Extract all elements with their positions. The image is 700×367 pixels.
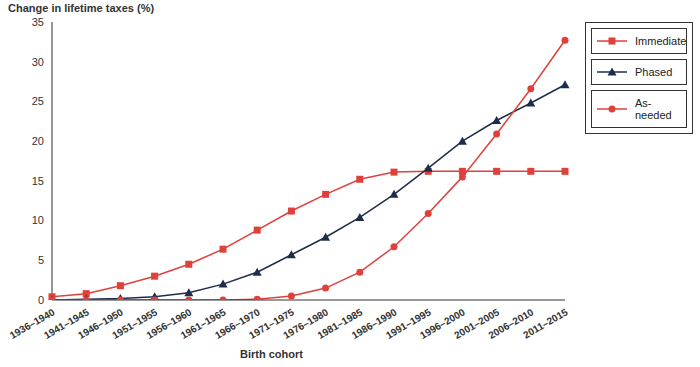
html-text:As-needed: As-needed bbox=[635, 97, 672, 121]
svg-text:2001–2005: 2001–2005 bbox=[452, 306, 502, 341]
svg-text:2011–2015: 2011–2015 bbox=[521, 306, 570, 340]
svg-text:15: 15 bbox=[32, 175, 44, 187]
svg-text:1951–1955: 1951–1955 bbox=[110, 306, 160, 341]
svg-text:1941–1945: 1941–1945 bbox=[41, 306, 91, 341]
svg-text:1991–1995: 1991–1995 bbox=[383, 306, 433, 341]
html-text:Change in lifetime taxes (%): Change in lifetime taxes (%) bbox=[8, 2, 155, 14]
svg-text:1956–1960: 1956–1960 bbox=[144, 306, 194, 341]
svg-text:1996–2000: 1996–2000 bbox=[418, 306, 467, 341]
svg-text:35: 35 bbox=[32, 16, 44, 28]
svg-text:0: 0 bbox=[38, 294, 44, 306]
svg-text:10: 10 bbox=[32, 214, 44, 226]
svg-text:25: 25 bbox=[32, 95, 44, 107]
svg-text:30: 30 bbox=[32, 56, 44, 68]
html-text:Phased: Phased bbox=[635, 66, 673, 78]
html-text:Immediate: Immediate bbox=[635, 35, 687, 47]
svg-text:20: 20 bbox=[32, 135, 44, 147]
html-text:Birth cohort: Birth cohort bbox=[240, 348, 303, 360]
svg-text:1946–1950: 1946–1950 bbox=[76, 306, 125, 341]
svg-text:1986–1990: 1986–1990 bbox=[349, 306, 399, 341]
svg-text:1966–1970: 1966–1970 bbox=[212, 306, 262, 341]
svg-text:1981–1985: 1981–1985 bbox=[315, 306, 365, 341]
svg-text:1976–1980: 1976–1980 bbox=[281, 306, 331, 341]
svg-text:1961–1965: 1961–1965 bbox=[178, 306, 228, 341]
svg-text:2006–2010: 2006–2010 bbox=[486, 306, 536, 341]
svg-text:1971–1975: 1971–1975 bbox=[247, 306, 296, 341]
svg-text:5: 5 bbox=[38, 254, 44, 266]
